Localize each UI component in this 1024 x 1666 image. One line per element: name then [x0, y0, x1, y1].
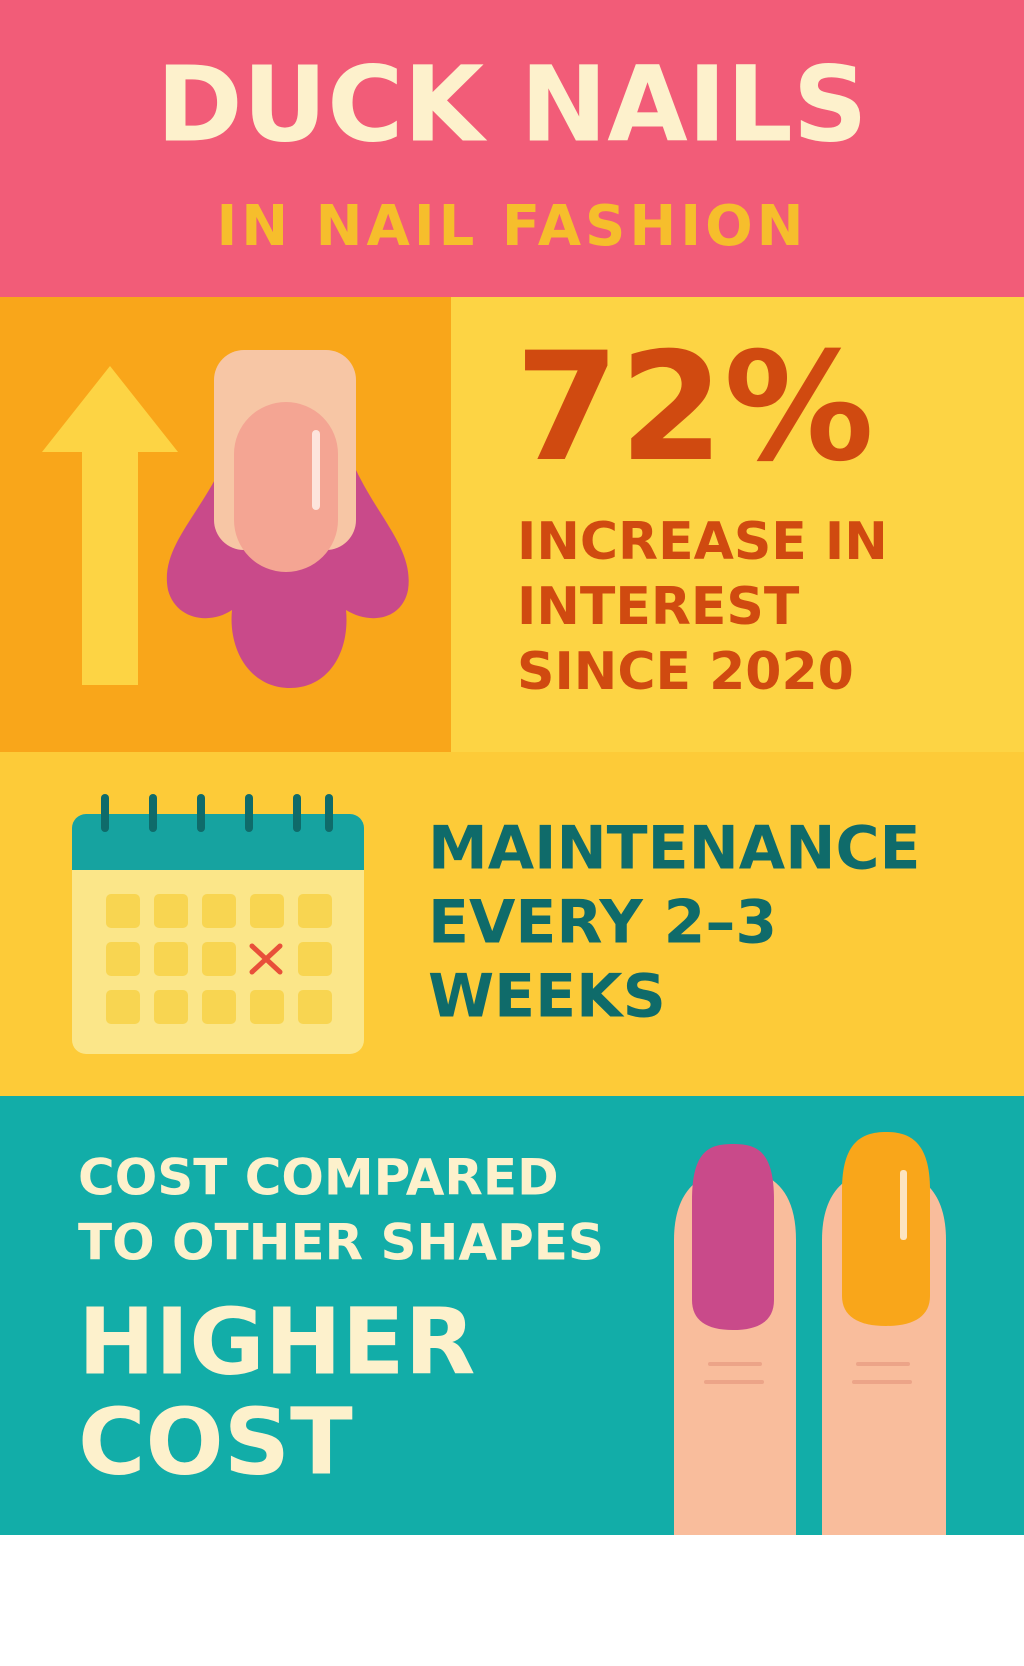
calendar-days: [106, 894, 332, 1024]
cost-line: COST COMPARED: [78, 1149, 559, 1207]
knuckle-lines: [704, 1362, 912, 1384]
maintenance-line: EVERY 2–3: [428, 888, 777, 958]
interest-value: 72%: [515, 321, 874, 495]
up-arrow-icon: [42, 366, 178, 685]
title: DUCK NAILS: [156, 43, 867, 165]
nail-icon: [842, 1132, 930, 1326]
header-band: [0, 0, 1024, 297]
maintenance-line: MAINTENANCE: [428, 814, 920, 884]
calendar-top-icon: [72, 814, 364, 870]
calendar-rings: [101, 794, 333, 832]
interest-line: INCREASE IN: [517, 512, 888, 572]
maintenance-line: WEEKS: [428, 962, 666, 1032]
cost-verdict: COST: [78, 1388, 353, 1495]
interest-panel: [451, 297, 1024, 752]
nail-shine-icon: [900, 1170, 907, 1240]
interest-line: SINCE 2020: [517, 642, 854, 702]
cost-verdict: HIGHER: [78, 1288, 475, 1395]
nail-icon: [692, 1144, 774, 1330]
nail-icon: [234, 402, 338, 572]
subtitle: IN NAIL FASHION: [216, 194, 807, 259]
calendar-icon: [72, 814, 364, 1054]
cost-line: TO OTHER SHAPES: [78, 1214, 604, 1272]
calendar-mark-icon: [249, 943, 283, 975]
interest-line: INTEREST: [517, 577, 800, 637]
nail-shine-icon: [312, 430, 320, 510]
